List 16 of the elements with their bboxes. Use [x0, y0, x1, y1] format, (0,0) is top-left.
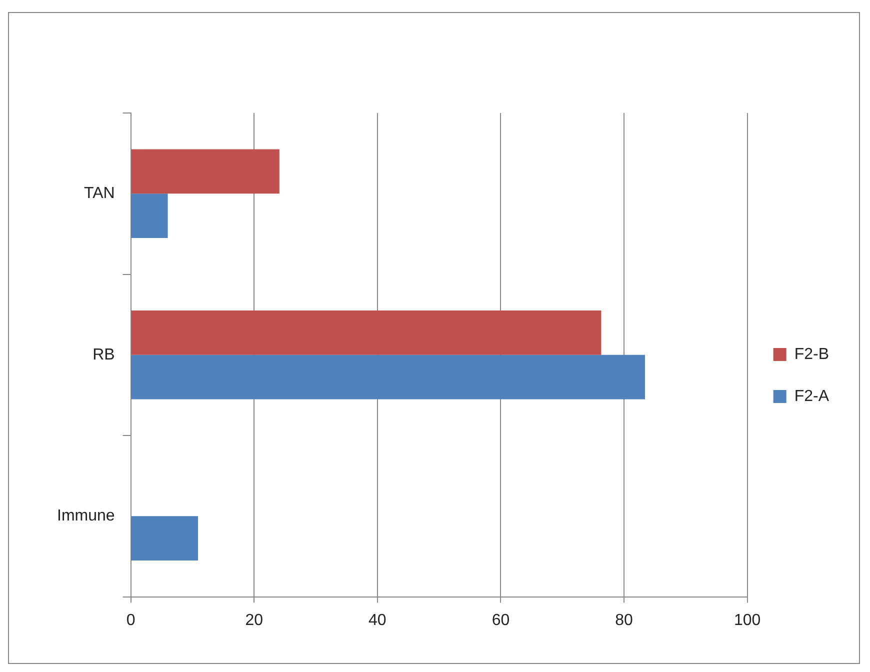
x-tick-label: 100 [734, 612, 761, 629]
x-tick-label: 80 [615, 612, 634, 629]
bar [131, 354, 645, 400]
x-tick-label: 40 [368, 612, 386, 629]
x-tick-label: 20 [245, 612, 264, 629]
bar [131, 194, 168, 238]
y-tick-label: RB [92, 346, 115, 364]
x-tick-label: 60 [492, 612, 510, 629]
y-tick-label: Immune [57, 508, 115, 525]
bar [131, 516, 198, 561]
legend-label: F2-A [794, 388, 830, 405]
y-tick-label: TAN [84, 185, 115, 202]
bar [131, 149, 280, 194]
legend-label: F2-B [794, 346, 829, 363]
x-tick-label: 0 [126, 612, 136, 629]
bar [131, 310, 602, 355]
